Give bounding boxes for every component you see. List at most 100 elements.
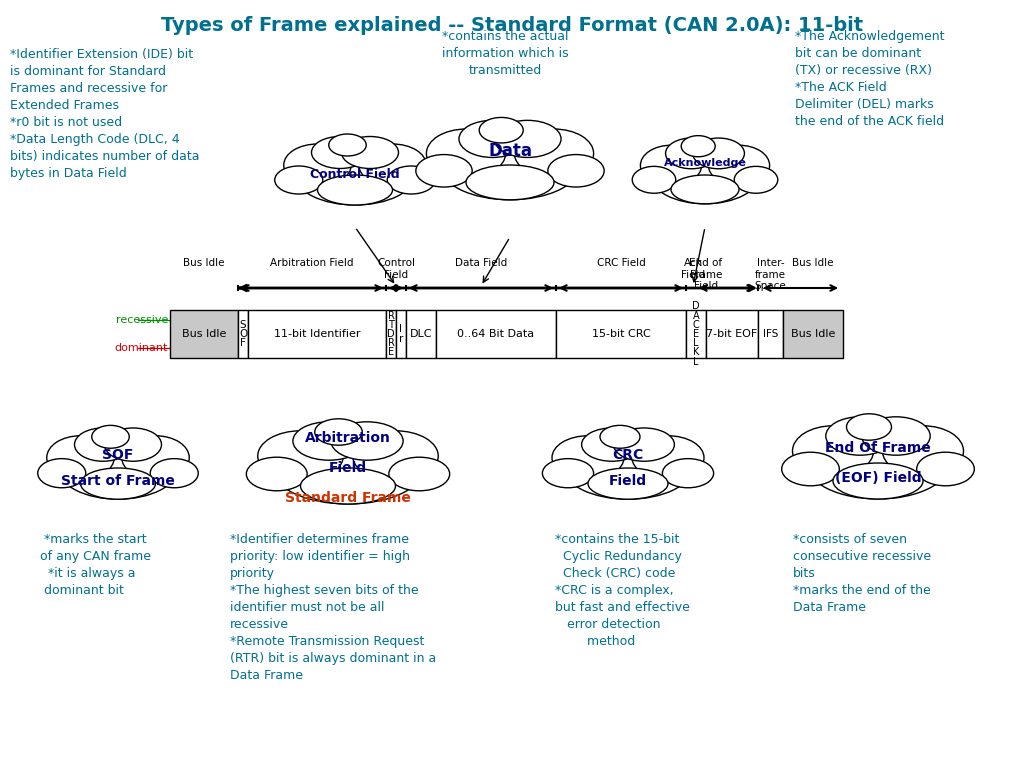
Ellipse shape [92,425,129,449]
Ellipse shape [582,428,642,462]
FancyBboxPatch shape [396,310,406,358]
Ellipse shape [666,138,717,169]
Ellipse shape [293,422,366,460]
Ellipse shape [588,468,668,499]
Text: Bus Idle: Bus Idle [183,258,224,268]
Ellipse shape [459,121,526,157]
Ellipse shape [341,137,398,168]
Ellipse shape [295,145,415,205]
Ellipse shape [650,146,760,204]
Ellipse shape [75,428,131,462]
Text: Arbitration: Arbitration [305,431,391,445]
Ellipse shape [274,166,323,194]
Ellipse shape [272,432,424,504]
Ellipse shape [495,121,561,157]
Ellipse shape [58,437,178,499]
FancyBboxPatch shape [386,310,396,358]
Text: Bus Idle: Bus Idle [791,329,836,339]
FancyBboxPatch shape [556,310,686,358]
Ellipse shape [151,458,199,488]
Text: Control Field: Control Field [310,168,399,181]
Ellipse shape [552,435,624,479]
Ellipse shape [781,452,840,486]
Ellipse shape [514,129,594,177]
Text: dominant: dominant [115,343,168,353]
FancyBboxPatch shape [706,310,758,358]
FancyBboxPatch shape [248,310,386,358]
Text: *The Acknowledgement
bit can be dominant
(TX) or recessive (RX)
*The ACK Field
D: *The Acknowledgement bit can be dominant… [795,30,944,128]
Text: 7-bit EOF: 7-bit EOF [707,329,758,339]
Ellipse shape [47,435,115,479]
Text: S
O
F: S O F [239,319,247,348]
Ellipse shape [564,437,692,499]
Ellipse shape [883,425,964,476]
Ellipse shape [258,431,343,482]
FancyBboxPatch shape [436,310,556,358]
Ellipse shape [548,154,604,187]
Ellipse shape [916,452,974,486]
Ellipse shape [104,428,162,462]
Ellipse shape [389,457,450,491]
Text: Ack
Field: Ack Field [681,258,706,280]
Text: recessive: recessive [116,315,168,325]
Ellipse shape [439,131,581,200]
Ellipse shape [825,417,894,455]
Ellipse shape [632,167,676,194]
FancyBboxPatch shape [406,310,436,358]
Text: (EOF) Field: (EOF) Field [835,471,922,485]
Ellipse shape [734,167,778,194]
Text: Start of Frame: Start of Frame [61,474,175,488]
Text: D
A
C
E
L
K
L: D A C E L K L [692,301,699,366]
Ellipse shape [466,165,554,200]
Text: 15-bit CRC: 15-bit CRC [592,329,650,339]
Text: IFS: IFS [763,329,778,339]
Text: Control
Field: Control Field [377,258,415,280]
Text: Field: Field [329,461,367,475]
Text: Field: Field [609,474,647,488]
Text: *contains the 15-bit
  Cyclic Redundancy
  Check (CRC) code
*CRC is a complex,
b: *contains the 15-bit Cyclic Redundancy C… [555,533,690,648]
Ellipse shape [479,118,523,143]
Ellipse shape [331,422,403,460]
Text: Standard Frame: Standard Frame [285,491,411,505]
Text: *consists of seven
consecutive recessive
bits
*marks the end of the
Data Frame: *consists of seven consecutive recessive… [793,533,931,614]
Ellipse shape [543,458,594,488]
FancyBboxPatch shape [686,310,706,358]
Ellipse shape [640,145,701,186]
Ellipse shape [847,414,892,440]
Text: *contains the actual
information which is
transmitted: *contains the actual information which i… [441,30,568,77]
Ellipse shape [284,144,351,186]
FancyBboxPatch shape [238,310,248,358]
Ellipse shape [387,166,435,194]
Text: Types of Frame explained -- Standard Format (CAN 2.0A): 11-bit: Types of Frame explained -- Standard For… [161,16,863,35]
Text: Bus Idle: Bus Idle [182,329,226,339]
Text: Bus Idle: Bus Idle [793,258,834,268]
Ellipse shape [314,419,362,445]
Ellipse shape [663,458,714,488]
Text: Arbitration Field: Arbitration Field [270,258,353,268]
Ellipse shape [358,144,426,186]
Ellipse shape [300,468,395,504]
Text: End Of Frame: End Of Frame [825,441,931,455]
Ellipse shape [329,134,367,156]
Ellipse shape [352,431,438,482]
Ellipse shape [426,129,506,177]
Ellipse shape [632,435,705,479]
Ellipse shape [671,175,739,204]
Ellipse shape [693,138,744,169]
Text: *Identifier Extension (IDE) bit
is dominant for Standard
Frames and recessive fo: *Identifier Extension (IDE) bit is domin… [10,48,200,180]
Ellipse shape [247,457,307,491]
Text: Data: Data [488,141,532,160]
Text: 11-bit Identifier: 11-bit Identifier [273,329,360,339]
Ellipse shape [311,137,369,168]
Ellipse shape [416,154,472,187]
Ellipse shape [613,428,675,462]
Text: DLC: DLC [410,329,432,339]
Ellipse shape [317,175,392,205]
Ellipse shape [38,458,86,488]
FancyBboxPatch shape [170,310,238,358]
Ellipse shape [600,425,640,449]
Ellipse shape [793,425,873,476]
Text: I
r: I r [398,324,403,343]
Ellipse shape [806,427,950,499]
Text: Acknowledge: Acknowledge [664,158,746,168]
